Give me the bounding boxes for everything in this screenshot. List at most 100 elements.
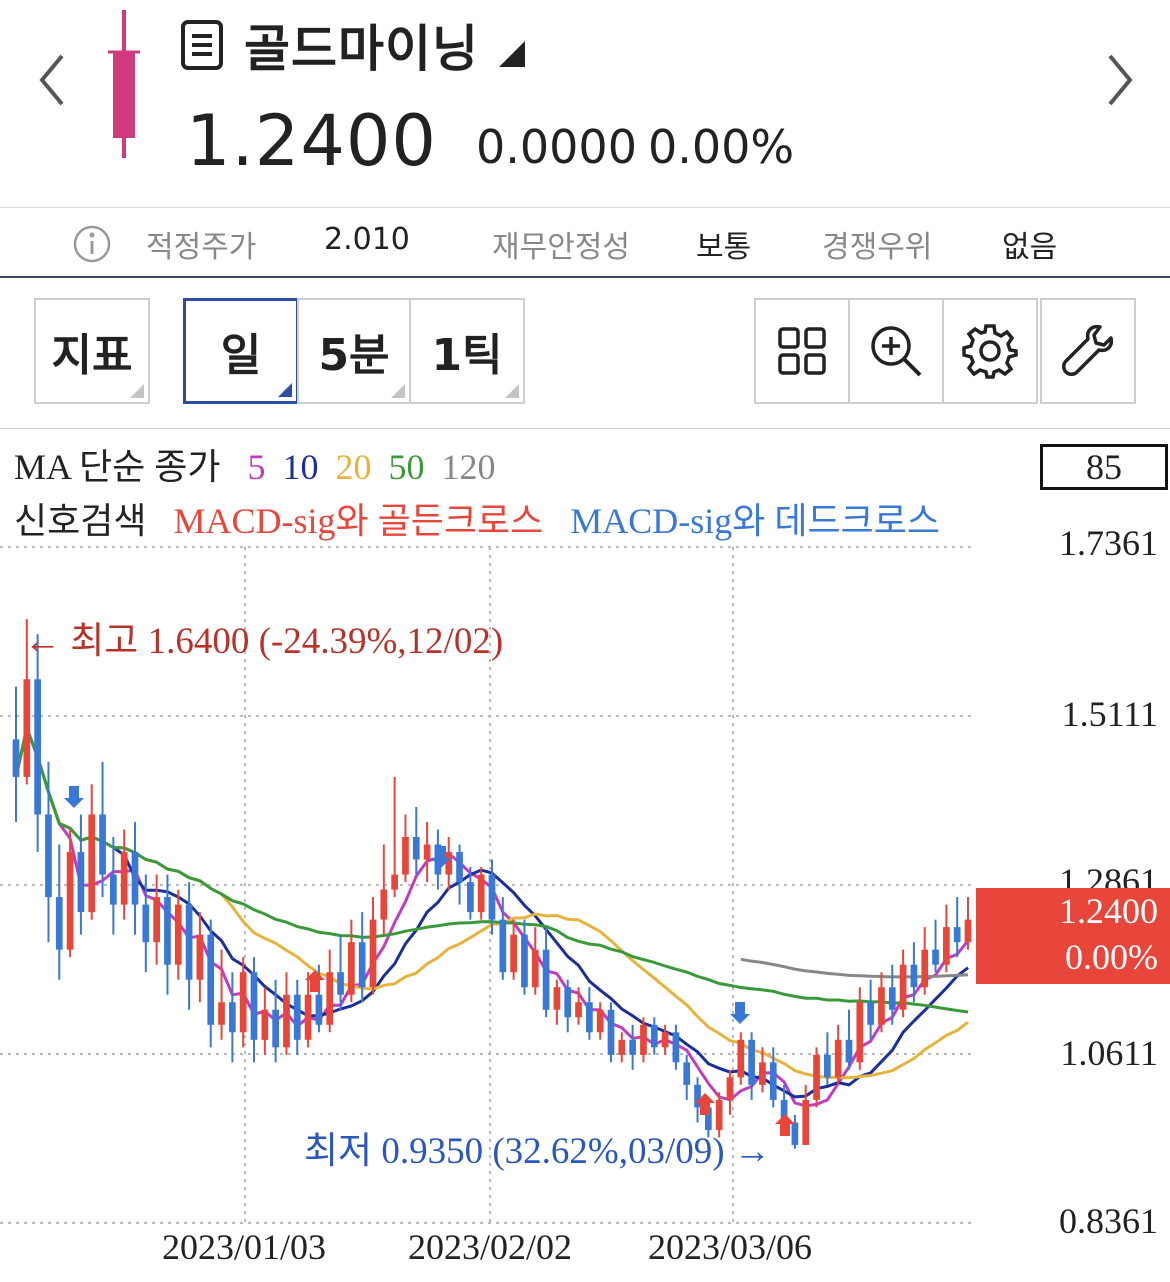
wrench-icon (1062, 324, 1114, 376)
info-icon[interactable] (72, 224, 112, 264)
period-tick-button[interactable]: 1틱 (409, 298, 525, 404)
zoom-button[interactable] (848, 298, 944, 404)
candle-body (769, 1062, 777, 1100)
period-5min-button[interactable]: 5분 (297, 298, 411, 404)
tools-button[interactable] (1040, 298, 1136, 404)
stock-title-row[interactable]: 골드마이닝 (180, 10, 527, 80)
current-price-marker: 1.2400 0.00% (976, 888, 1170, 984)
candle-body (423, 844, 431, 860)
candle-body (369, 919, 377, 988)
prev-arrow-icon[interactable] (38, 52, 66, 108)
candle-body (715, 1099, 723, 1130)
period-day-button[interactable]: 일 (183, 298, 299, 404)
dead-cross-arrow (64, 786, 84, 808)
min5-label: 5분 (318, 330, 390, 381)
candle-body (705, 1107, 712, 1130)
candle-body (888, 987, 896, 1010)
candle-body (445, 852, 453, 875)
candle-body (337, 972, 344, 995)
candle-body (358, 942, 366, 988)
stability-label: 재무안정성 (492, 230, 630, 265)
settings-button[interactable] (942, 298, 1038, 404)
candle-body (899, 964, 907, 1010)
indicator-button[interactable]: 지표 (34, 298, 150, 404)
candle-body (629, 1039, 636, 1055)
candle-body (412, 837, 420, 860)
candle-body (867, 1002, 874, 1025)
ma-legend-20: 20 (335, 447, 372, 487)
candle-body (683, 1062, 691, 1085)
tick-label: 1틱 (431, 330, 503, 381)
candle-body (531, 949, 539, 988)
candle-body (34, 679, 41, 815)
candle-body (780, 1099, 788, 1123)
x-tick-label: 2023/02/02 (408, 1227, 573, 1267)
price-chart[interactable] (0, 430, 1170, 1282)
current-price-marker-pct: 0.00% (1065, 937, 1158, 977)
ma-legend-10: 10 (282, 447, 319, 487)
candle-body (791, 1122, 799, 1145)
candle-body (326, 972, 334, 1025)
indicator-value-box: 85 (1040, 444, 1168, 490)
current-price-marker-value: 1.2400 (1059, 891, 1158, 931)
candle-body (250, 972, 258, 1040)
candle-body (477, 874, 485, 913)
grid-icon (778, 327, 826, 375)
candle-body (575, 1002, 582, 1018)
y-tick-label: 1.0611 (1060, 1033, 1158, 1073)
zoom-in-icon (871, 326, 922, 377)
candle-body (499, 919, 507, 973)
candle-body (66, 852, 74, 950)
x-tick-label: 2023/03/06 (648, 1227, 813, 1267)
candle-body (12, 739, 20, 777)
document-icon (181, 20, 223, 70)
x-tick-label: 2023/01/03 (162, 1227, 327, 1267)
dead-cross-arrow (730, 1002, 750, 1024)
candle-body (185, 904, 193, 980)
candle-body (953, 927, 961, 943)
candle-body (88, 814, 96, 913)
candle-body (402, 837, 409, 875)
stability-value: 보통 (696, 230, 752, 265)
golden-cross-arrow (305, 970, 325, 992)
candle-body (110, 874, 117, 905)
candle-body (348, 942, 355, 995)
candle-body (824, 1054, 831, 1078)
candle-body (131, 852, 139, 905)
candle-body (802, 1099, 810, 1145)
candle-logo-icon (108, 10, 140, 158)
candle-body (77, 852, 85, 913)
candle-body (261, 1009, 269, 1040)
fair-price-label: 적정주가 (146, 230, 257, 265)
candle-body (304, 994, 312, 1040)
candle-body (661, 1032, 669, 1048)
y-tick-label: 0.8361 (1059, 1201, 1158, 1241)
candle-body (196, 934, 204, 980)
candle-body (315, 994, 323, 1025)
candle-body (553, 987, 561, 1010)
candle-body (845, 1039, 853, 1063)
candle-body (932, 949, 939, 965)
toolbar-divider (0, 428, 1170, 429)
candle-body (737, 1039, 745, 1078)
candle-body (834, 1039, 842, 1078)
candle-body (153, 897, 160, 943)
indicator-label: 지표 (51, 330, 133, 381)
candle-body (391, 874, 398, 890)
ma-legend: MA 단순 종가 5 10 20 50 120 (14, 438, 504, 490)
signal-legend-prefix: 신호검색 (14, 501, 147, 541)
layout-grid-button[interactable] (754, 298, 850, 404)
candle-body (726, 1077, 734, 1100)
ma-legend-50: 50 (388, 447, 425, 487)
candle-body (748, 1039, 755, 1085)
candle-body (672, 1032, 680, 1063)
next-arrow-icon[interactable] (1106, 52, 1134, 108)
candle-body (55, 897, 63, 950)
candle-body (239, 972, 247, 1033)
ma-line-120 (740, 957, 969, 979)
candle-body (694, 1084, 701, 1108)
ma-legend-5: 5 (247, 447, 266, 487)
dead-cross-arrow (431, 846, 451, 868)
y-tick-label: 1.5111 (1061, 694, 1158, 734)
current-price: 1.2400 (186, 100, 437, 182)
